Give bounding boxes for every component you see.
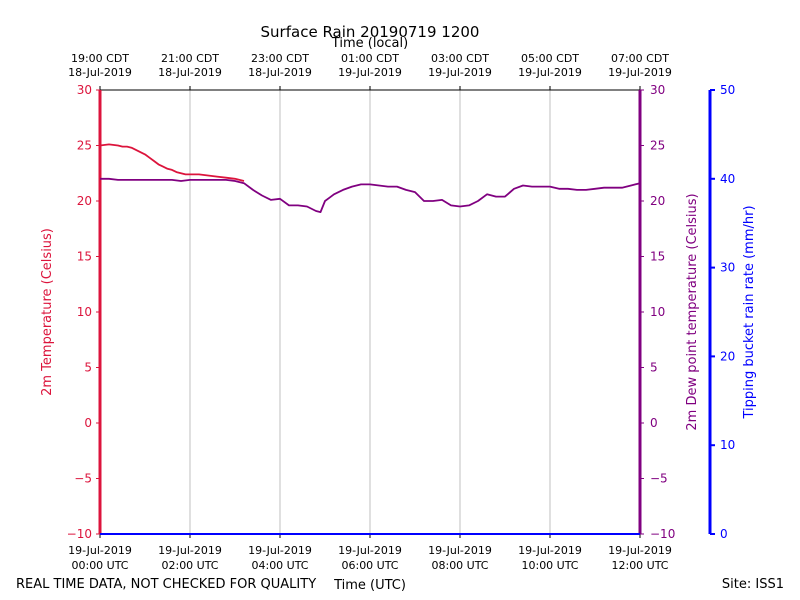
x-tick-label-time: 04:00 UTC — [251, 559, 308, 572]
top-tick-label-time: 07:00 CDT — [611, 52, 669, 65]
temperature-tick-label: 20 — [77, 194, 92, 208]
temperature-tick-label: 15 — [77, 250, 92, 264]
top-tick-label-time: 03:00 CDT — [431, 52, 489, 65]
temperature-axis-label: 2m Temperature (Celsius) — [40, 228, 55, 396]
rain-tick-label: 0 — [720, 527, 728, 541]
temperature-tick-label: −10 — [67, 527, 92, 541]
top-tick-label-time: 01:00 CDT — [341, 52, 399, 65]
rain-axis-label: Tipping bucket rain rate (mm/hr) — [742, 205, 757, 419]
x-axis-label: Time (UTC) — [333, 578, 406, 593]
rain-tick-label: 20 — [720, 349, 735, 363]
top-tick-label-time: 19:00 CDT — [71, 52, 129, 65]
rain-tick-label: 50 — [720, 83, 735, 97]
temperature-tick-label: 0 — [84, 416, 92, 430]
x-tick-label-time: 12:00 UTC — [611, 559, 668, 572]
x-tick-label-date: 19-Jul-2019 — [518, 544, 582, 557]
rain-tick-label: 10 — [720, 438, 735, 452]
top-tick-label-time: 21:00 CDT — [161, 52, 219, 65]
temperature-tick-label: 5 — [84, 361, 92, 375]
top-tick-label-time: 23:00 CDT — [251, 52, 309, 65]
dewpoint-tick-label: −5 — [650, 472, 668, 486]
top-tick-label-date: 19-Jul-2019 — [608, 66, 672, 79]
dewpoint-tick-label: 15 — [650, 250, 665, 264]
top-tick-label-date: 18-Jul-2019 — [248, 66, 312, 79]
top-tick-label-date: 18-Jul-2019 — [68, 66, 132, 79]
x-tick-label-time: 00:00 UTC — [71, 559, 128, 572]
2m-dew-point-temperature-line — [100, 177, 641, 214]
dewpoint-tick-label: 30 — [650, 83, 665, 97]
dewpoint-tick-label: −10 — [650, 527, 675, 541]
x-tick-label-time: 10:00 UTC — [521, 559, 578, 572]
x-tick-label-time: 08:00 UTC — [431, 559, 488, 572]
site-label: Site: ISS1 — [722, 577, 784, 592]
x-tick-label-date: 19-Jul-2019 — [248, 544, 312, 557]
x-tick-label-date: 19-Jul-2019 — [68, 544, 132, 557]
top-tick-label-time: 05:00 CDT — [521, 52, 579, 65]
temperature-tick-label: −5 — [74, 472, 92, 486]
dewpoint-tick-label: 25 — [650, 139, 665, 153]
top-tick-label-date: 19-Jul-2019 — [428, 66, 492, 79]
x-tick-label-date: 19-Jul-2019 — [428, 544, 492, 557]
top-tick-label-date: 19-Jul-2019 — [518, 66, 582, 79]
quality-disclaimer: REAL TIME DATA, NOT CHECKED FOR QUALITY — [16, 577, 316, 592]
dewpoint-tick-label: 5 — [650, 361, 658, 375]
2m-temperature-line — [99, 143, 245, 182]
x-tick-label-date: 19-Jul-2019 — [158, 544, 222, 557]
dewpoint-tick-label: 10 — [650, 305, 665, 319]
temperature-tick-label: 30 — [77, 83, 92, 97]
top-tick-label-date: 18-Jul-2019 — [158, 66, 222, 79]
x-tick-label-time: 02:00 UTC — [161, 559, 218, 572]
top-axis-label: Time (local) — [331, 36, 408, 51]
chart-title: Surface Rain 20190719 1200 — [261, 23, 480, 41]
rain-tick-label: 40 — [720, 172, 735, 186]
dewpoint-tick-label: 20 — [650, 194, 665, 208]
x-tick-label-date: 19-Jul-2019 — [338, 544, 402, 557]
temperature-tick-label: 10 — [77, 305, 92, 319]
top-tick-label-date: 19-Jul-2019 — [338, 66, 402, 79]
rain-tick-label: 30 — [720, 261, 735, 275]
dewpoint-tick-label: 0 — [650, 416, 658, 430]
vertical-gridlines — [189, 90, 551, 534]
temperature-tick-label: 25 — [77, 139, 92, 153]
x-tick-label-time: 06:00 UTC — [341, 559, 398, 572]
dewpoint-axis-label: 2m Dew point temperature (Celsius) — [685, 193, 700, 430]
x-tick-label-date: 19-Jul-2019 — [608, 544, 672, 557]
